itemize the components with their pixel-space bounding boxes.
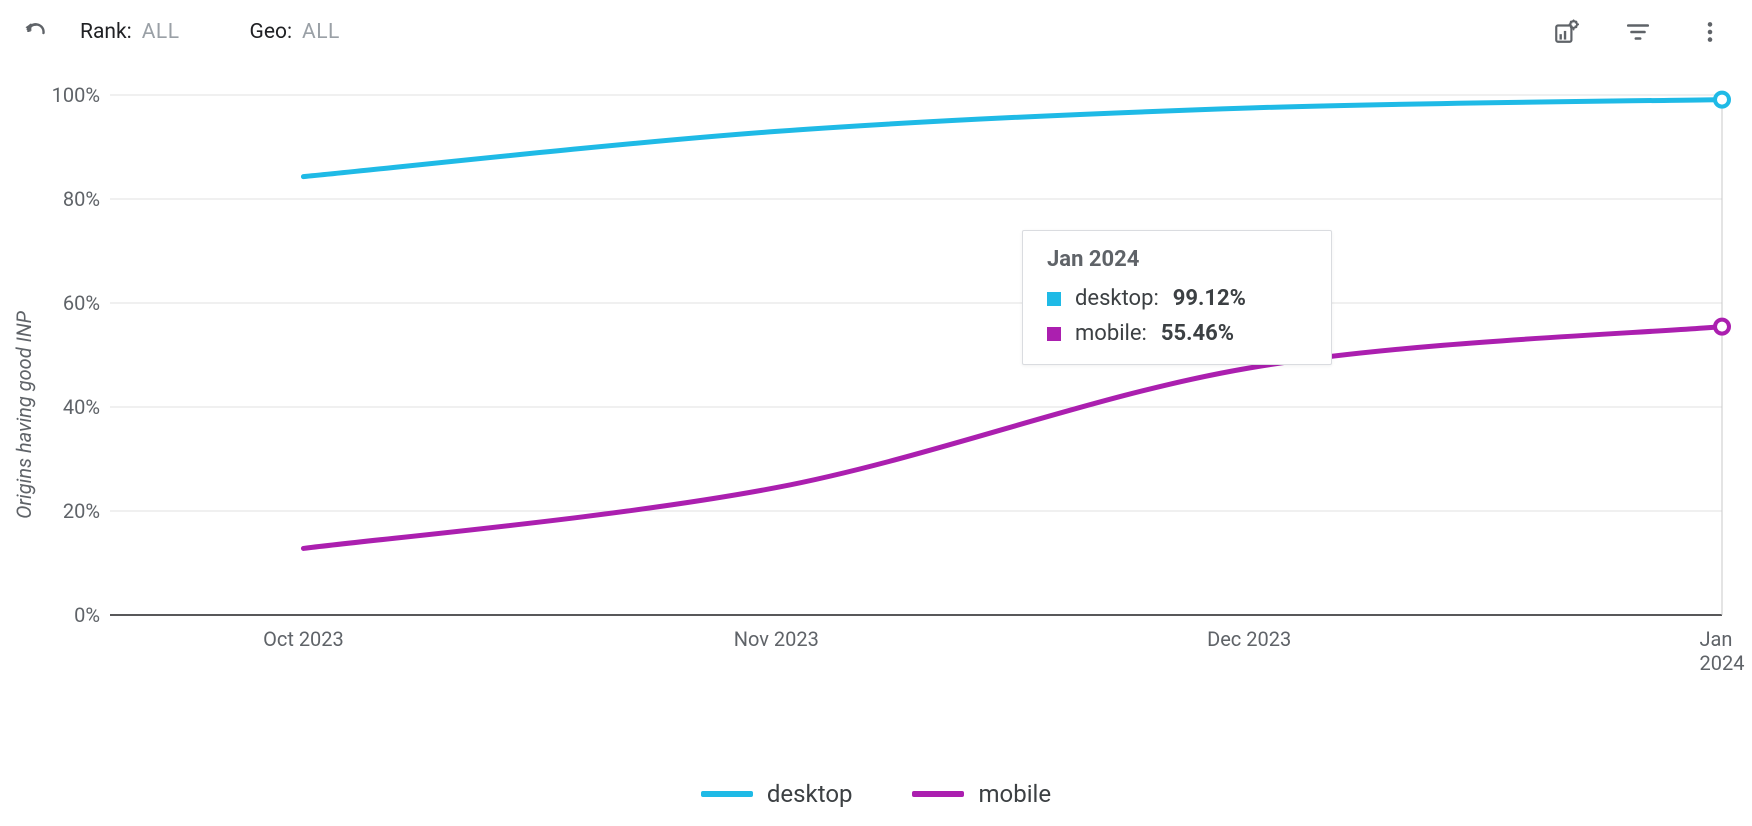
- y-tick-label: 40%: [40, 395, 100, 419]
- dashboard-canvas: Rank: ALL Geo: ALL: [0, 0, 1752, 826]
- highlight-marker-mobile: [1715, 320, 1729, 334]
- y-tick-label: 100%: [40, 83, 100, 107]
- rank-filter-label: Rank:: [80, 20, 132, 44]
- geo-filter[interactable]: Geo: ALL: [250, 20, 340, 44]
- tooltip-row: desktop: 99.12%: [1047, 286, 1307, 311]
- tooltip-row: mobile: 55.46%: [1047, 321, 1307, 346]
- legend-swatch-icon: [912, 791, 964, 797]
- y-tick-label: 20%: [40, 499, 100, 523]
- series-desktop[interactable]: [303, 100, 1722, 177]
- series-mobile[interactable]: [303, 327, 1722, 549]
- filter-icon[interactable]: [1616, 10, 1660, 54]
- legend-item-mobile[interactable]: mobile: [912, 780, 1051, 808]
- x-tick-label: Nov 2023: [734, 627, 819, 651]
- legend-label: mobile: [978, 780, 1051, 808]
- y-tick-label: 0%: [40, 603, 100, 627]
- geo-filter-label: Geo:: [250, 20, 293, 44]
- highlight-marker-desktop: [1715, 93, 1729, 107]
- geo-filter-value: ALL: [302, 20, 340, 44]
- toolbar: Rank: ALL Geo: ALL: [0, 8, 1752, 56]
- tooltip-title: Jan 2024: [1047, 247, 1307, 272]
- line-chart[interactable]: Origins having good INP 0% 20% 40% 60% 80% 10…: [0, 75, 1752, 755]
- legend: desktop mobile: [0, 780, 1752, 808]
- chart-settings-icon[interactable]: [1544, 10, 1588, 54]
- more-icon[interactable]: [1688, 10, 1732, 54]
- tooltip-series-label: desktop:: [1075, 286, 1159, 311]
- tooltip-swatch-icon: [1047, 327, 1061, 341]
- legend-label: desktop: [767, 780, 853, 808]
- x-tick-label: Oct 2023: [263, 627, 344, 651]
- tooltip-series-value: 99.12%: [1173, 286, 1246, 311]
- y-tick-label: 60%: [40, 291, 100, 315]
- tooltip-series-label: mobile:: [1075, 321, 1147, 346]
- y-axis-title: Origins having good INP: [12, 311, 36, 519]
- rank-filter[interactable]: Rank: ALL: [80, 20, 180, 44]
- y-tick-label: 80%: [40, 187, 100, 211]
- rank-filter-value: ALL: [142, 20, 180, 44]
- legend-item-desktop[interactable]: desktop: [701, 780, 853, 808]
- legend-swatch-icon: [701, 791, 753, 797]
- x-tick-label: Jan 2024: [1700, 627, 1745, 675]
- tooltip-swatch-icon: [1047, 292, 1061, 306]
- undo-icon[interactable]: [20, 16, 52, 48]
- tooltip-series-value: 55.46%: [1161, 321, 1234, 346]
- tooltip: Jan 2024 desktop: 99.12% mobile: 55.46%: [1022, 230, 1332, 365]
- x-tick-label: Dec 2023: [1207, 627, 1291, 651]
